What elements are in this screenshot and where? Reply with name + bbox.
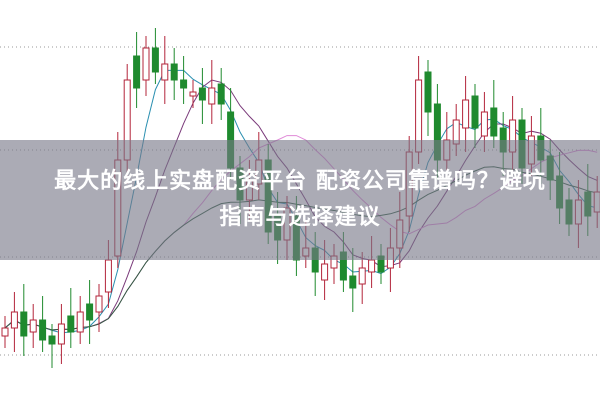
candle-body — [424, 71, 432, 113]
candle-body — [86, 303, 94, 321]
candle-body — [104, 259, 112, 293]
candle-body — [471, 95, 479, 129]
candle-body — [217, 83, 225, 105]
candle-body — [189, 91, 197, 97]
candle-body — [198, 87, 206, 101]
title-line-2: 指南与选择建议 — [219, 205, 381, 230]
candle-body — [161, 63, 169, 81]
candle-body — [76, 311, 84, 333]
candle-body — [29, 319, 37, 333]
candle-body — [48, 335, 56, 345]
candle-body — [151, 47, 159, 73]
candle-body — [490, 107, 498, 137]
candle-body — [67, 315, 75, 333]
candle-body — [368, 259, 376, 273]
candle-body — [208, 87, 216, 105]
candle-body — [142, 47, 150, 81]
candle-body — [95, 295, 103, 313]
candle-body — [180, 79, 188, 89]
candle-body — [462, 99, 470, 129]
title-banner: 最大的线上实盘配资平台 配资公司靠谱吗？避坑 指南与选择建议 — [0, 140, 600, 260]
candle-body — [10, 311, 18, 329]
candle-body — [39, 319, 47, 341]
candle-body — [480, 111, 488, 137]
candle-body — [170, 63, 178, 81]
candle-body — [321, 263, 329, 281]
candle-body — [1, 327, 9, 337]
candle-body — [133, 55, 141, 89]
candle-body — [57, 323, 65, 345]
candle-body — [358, 267, 366, 285]
candle-body — [349, 275, 357, 289]
candle-body — [20, 311, 28, 337]
title-line-1: 最大的线上实盘配资平台 配资公司靠谱吗？避坑 — [54, 169, 546, 194]
